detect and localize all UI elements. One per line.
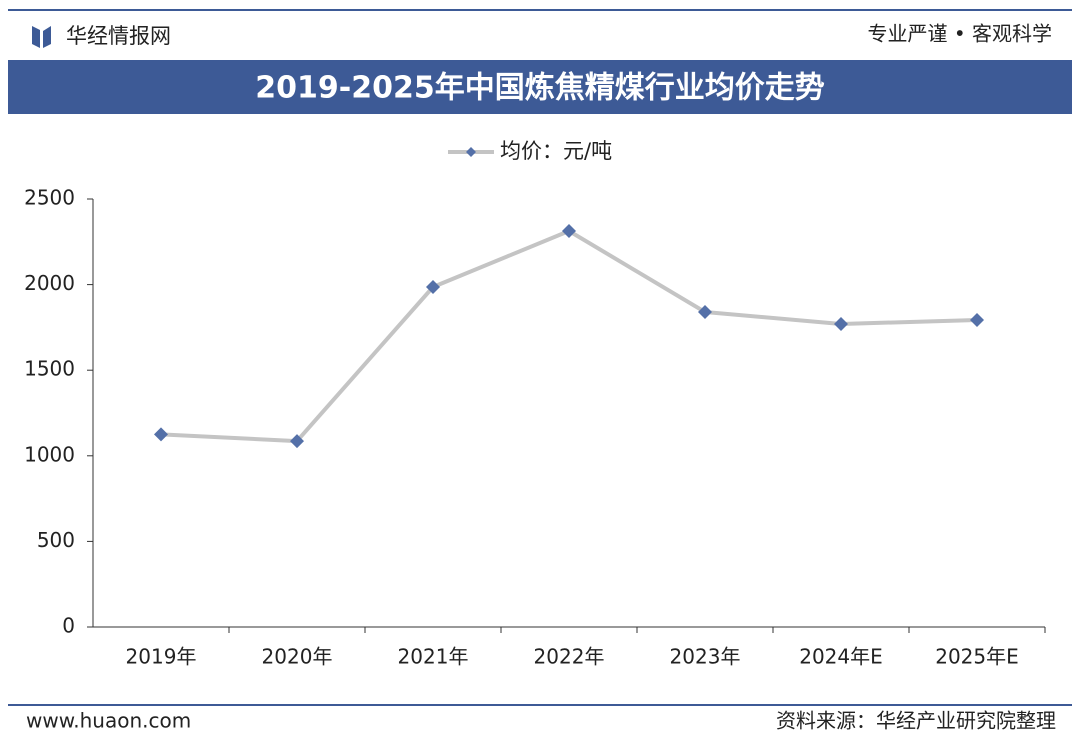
x-tick-label: 2021年 <box>398 645 469 669</box>
website: www.huaon.com <box>26 709 191 733</box>
legend-label: 均价：元/吨 <box>500 139 612 163</box>
logo-icon <box>32 26 51 48</box>
x-tick-label: 2023年 <box>670 645 741 669</box>
marker <box>154 427 168 442</box>
legend-marker <box>466 147 476 157</box>
x-tick-label: 2019年 <box>126 645 197 669</box>
marker <box>562 224 576 239</box>
y-tick-label: 1000 <box>24 442 75 466</box>
y-tick-label: 500 <box>37 528 75 552</box>
x-tick-label: 2022年 <box>534 645 605 669</box>
x-tick-label: 2025年E <box>935 645 1019 669</box>
marker <box>970 313 984 328</box>
x-tick-label: 2020年 <box>262 645 333 669</box>
marker <box>698 304 712 319</box>
brand: 华经情报网 <box>66 24 171 48</box>
y-tick-label: 0 <box>62 614 75 638</box>
marker <box>290 434 304 449</box>
title-bar <box>8 60 1072 114</box>
source: 资料来源：华经产业研究院整理 <box>776 709 1056 733</box>
slogan: 专业严谨 • 客观科学 <box>867 22 1052 46</box>
x-tick-label: 2024年E <box>799 645 883 669</box>
y-tick-label: 2000 <box>24 271 75 295</box>
chart-title: 2019-2025年中国炼焦精煤行业均价走势 <box>255 71 824 106</box>
y-tick-label: 2500 <box>24 186 75 210</box>
y-tick-label: 1500 <box>24 357 75 381</box>
marker <box>426 279 440 294</box>
marker <box>834 316 848 331</box>
